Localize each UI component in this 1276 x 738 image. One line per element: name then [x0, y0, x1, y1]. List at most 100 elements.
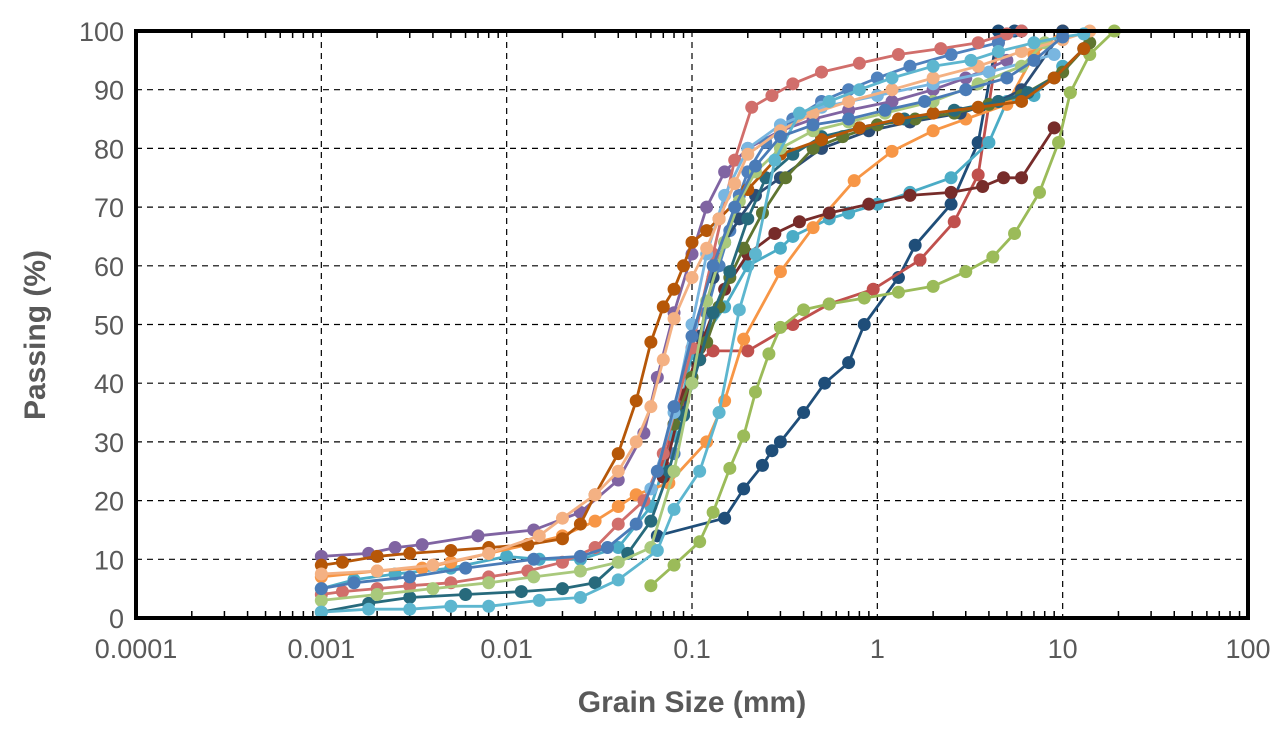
data-point: [903, 188, 917, 202]
data-point: [737, 429, 751, 443]
plot-frame: [134, 29, 1250, 620]
data-point: [982, 65, 996, 79]
data-point: [792, 215, 806, 229]
data-point: [482, 576, 496, 590]
x-tick-label: 0.001: [288, 634, 356, 664]
series-line: [656, 29, 1015, 538]
data-point: [644, 335, 658, 349]
data-point: [667, 312, 681, 326]
data-point: [934, 42, 948, 56]
data-point: [370, 564, 384, 578]
data-point: [918, 94, 932, 108]
series-line: [661, 127, 1056, 478]
data-point: [1047, 47, 1061, 61]
x-tick-label: 0.01: [480, 634, 533, 664]
data-point: [601, 541, 615, 555]
data-point: [986, 250, 1000, 264]
data-point: [718, 165, 732, 179]
y-tick-label: 50: [94, 311, 124, 341]
data-point: [908, 238, 922, 252]
data-point: [773, 320, 787, 334]
data-point: [885, 71, 899, 85]
data-point: [370, 549, 384, 563]
data-point: [1027, 36, 1041, 50]
data-point: [862, 197, 876, 211]
data-point: [644, 400, 658, 414]
data-point: [611, 517, 625, 531]
data-point: [335, 555, 349, 569]
data-point: [573, 517, 587, 531]
data-point: [403, 602, 417, 616]
data-point: [667, 502, 681, 516]
data-point: [1056, 30, 1070, 44]
data-point: [685, 376, 699, 390]
data-point: [755, 458, 769, 472]
data-point: [768, 227, 782, 241]
data-point: [527, 570, 541, 584]
data-point: [706, 306, 720, 320]
data-point: [857, 318, 871, 331]
data-point: [644, 579, 658, 593]
data-point: [555, 511, 569, 525]
data-point: [712, 212, 726, 226]
data-point: [737, 332, 751, 346]
data-point: [728, 177, 742, 191]
data-point: [891, 285, 905, 299]
data-point: [444, 599, 458, 613]
data-point: [822, 206, 836, 220]
data-point: [650, 543, 664, 557]
y-tick-label: 80: [94, 134, 124, 164]
data-point: [555, 532, 569, 546]
data-point: [1027, 53, 1041, 67]
data-point: [842, 94, 856, 108]
data-point: [1008, 227, 1022, 241]
data-point: [723, 461, 737, 475]
data-point: [732, 303, 746, 317]
data-point: [971, 100, 985, 114]
data-point: [588, 514, 602, 528]
data-point: [1052, 136, 1066, 150]
data-point: [773, 241, 787, 255]
x-tick-label: 10: [1048, 634, 1078, 664]
data-point: [1015, 45, 1029, 59]
data-point: [997, 171, 1011, 185]
data-point: [667, 282, 681, 296]
data-point: [650, 464, 664, 478]
data-point: [852, 83, 866, 97]
data-point: [982, 136, 996, 150]
data-point: [426, 582, 440, 596]
data-point: [773, 435, 787, 449]
y-tick-label: 70: [94, 193, 124, 223]
data-point: [971, 168, 985, 182]
data-point: [482, 546, 496, 560]
data-point: [573, 590, 587, 604]
data-point: [347, 576, 361, 590]
data-point: [1077, 42, 1091, 56]
data-point: [891, 112, 905, 126]
data-point: [806, 118, 820, 132]
data-point: [403, 590, 417, 604]
data-point: [667, 464, 681, 478]
data-point: [944, 197, 958, 211]
data-point: [926, 71, 940, 85]
data-point: [762, 347, 776, 361]
data-point: [667, 400, 681, 414]
y-tick-label: 40: [94, 369, 124, 399]
data-point: [1033, 185, 1047, 199]
data-point: [656, 300, 670, 314]
data-point: [685, 271, 699, 285]
data-point: [815, 133, 829, 147]
data-point: [403, 546, 417, 560]
y-tick-label: 90: [94, 76, 124, 106]
y-tick-label: 20: [94, 487, 124, 517]
series-line: [321, 59, 1008, 558]
data-point: [388, 541, 402, 555]
data-point: [913, 253, 927, 267]
data-point: [991, 45, 1005, 59]
data-point: [885, 94, 899, 108]
data-point: [588, 576, 602, 590]
data-point: [944, 171, 958, 185]
data-point: [792, 106, 806, 120]
